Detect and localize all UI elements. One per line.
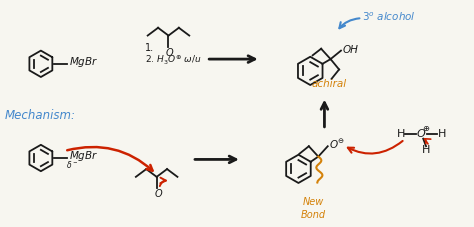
Text: $\mathit{MgBr}$: $\mathit{MgBr}$ [69, 55, 98, 69]
Text: $\oplus$: $\oplus$ [422, 124, 430, 133]
Text: New
Bond: New Bond [301, 197, 326, 220]
Text: O: O [166, 48, 173, 58]
Text: $\delta^-$: $\delta^-$ [66, 159, 78, 170]
Text: $\mathit{MgBr}$: $\mathit{MgBr}$ [69, 149, 98, 163]
Text: $3^o$ alcohol: $3^o$ alcohol [362, 10, 416, 23]
Text: O: O [417, 129, 426, 139]
Text: achiral: achiral [311, 79, 346, 89]
Text: 1.: 1. [145, 43, 154, 53]
Text: OH: OH [342, 45, 358, 55]
Text: Mechanism:: Mechanism: [4, 109, 75, 122]
Text: 2. $H_3O^{\oplus}$ $\omega/u$: 2. $H_3O^{\oplus}$ $\omega/u$ [145, 54, 201, 67]
Text: O: O [154, 189, 162, 199]
Text: H: H [438, 129, 446, 139]
Text: H: H [422, 145, 430, 155]
Text: $O^{\ominus}$: $O^{\ominus}$ [328, 138, 345, 151]
Text: H: H [397, 129, 406, 139]
